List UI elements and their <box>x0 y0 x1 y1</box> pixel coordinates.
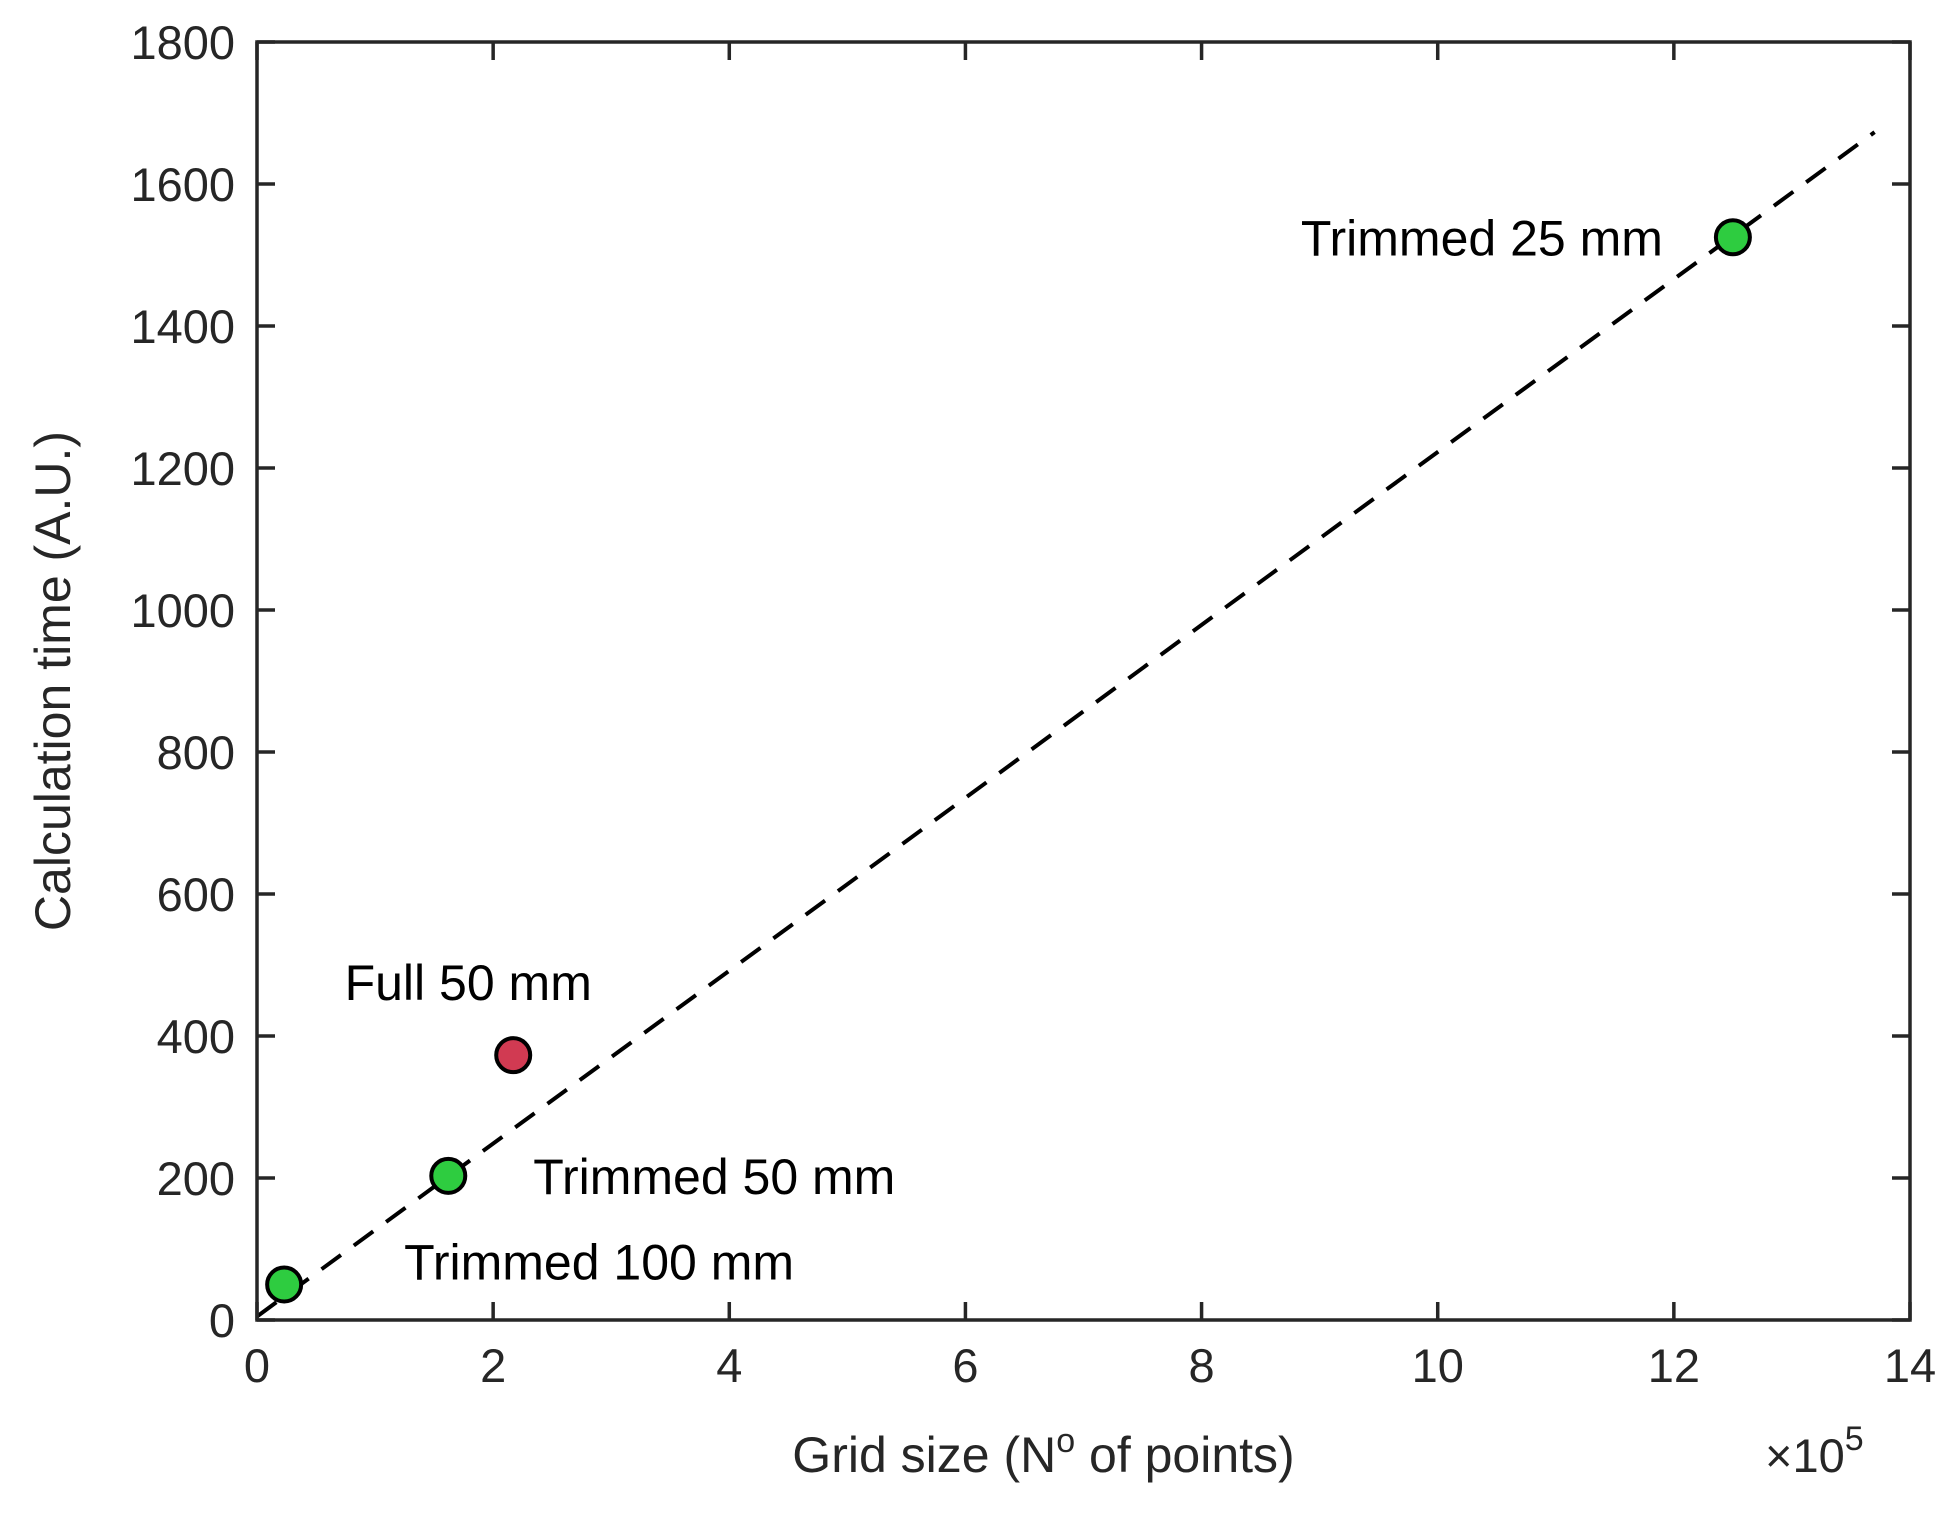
fit-line <box>255 130 1876 1319</box>
y-tick-label: 800 <box>157 726 235 779</box>
y-tick-label: 1600 <box>130 158 235 211</box>
x-axis-exponent-base: ×10 <box>1765 1429 1845 1482</box>
y-axis-label: Calculation time (A.U.) <box>25 431 81 931</box>
y-tick-label: 1800 <box>130 16 235 69</box>
data-point-label: Trimmed 50 mm <box>533 1149 895 1205</box>
y-tick-label: 600 <box>157 868 235 921</box>
x-tick-label: 0 <box>244 1339 270 1392</box>
data-point-label: Full 50 mm <box>345 955 592 1011</box>
data-point-label: Trimmed 25 mm <box>1301 210 1663 266</box>
x-tick-label: 4 <box>716 1339 742 1392</box>
y-tick-label: 0 <box>209 1294 235 1347</box>
axes-box <box>255 40 1912 1322</box>
x-tick-label: 6 <box>952 1339 978 1392</box>
y-tick-label: 200 <box>157 1152 235 1205</box>
y-tick-label: 1400 <box>130 300 235 353</box>
x-axis-exponent: ×105 <box>1765 1420 1864 1482</box>
x-axis-label-main: Grid size (N <box>792 1427 1056 1483</box>
y-tick-label: 1200 <box>130 442 235 495</box>
x-axis-label-rest: of points) <box>1075 1427 1295 1483</box>
y-tick-label: 400 <box>157 1010 235 1063</box>
y-tick-label: 1000 <box>130 584 235 637</box>
x-axis-label: Grid size (No of points) <box>792 1422 1294 1483</box>
data-point <box>494 1036 533 1075</box>
data-point <box>265 1265 304 1304</box>
data-point-label: Trimmed 100 mm <box>404 1235 794 1291</box>
axes <box>255 40 1912 1322</box>
x-tick-label: 14 <box>1884 1339 1936 1392</box>
x-tick-label: 10 <box>1412 1339 1464 1392</box>
x-tick-label: 8 <box>1189 1339 1215 1392</box>
x-tick-label: 2 <box>480 1339 506 1392</box>
data-point <box>1713 218 1752 257</box>
x-axis-label-superscript: o <box>1056 1422 1075 1460</box>
x-axis-exponent-power: 5 <box>1845 1420 1864 1458</box>
data-point <box>429 1156 468 1195</box>
x-tick-label: 12 <box>1648 1339 1700 1392</box>
plot-area: Trimmed 100 mm Trimmed 50 mm Full 50 mm Tri… <box>255 130 1876 1319</box>
ticks: 0 2 4 6 8 10 12 14 0 200 400 600 800 1000 1200 1400 1600… <box>130 16 1936 1392</box>
